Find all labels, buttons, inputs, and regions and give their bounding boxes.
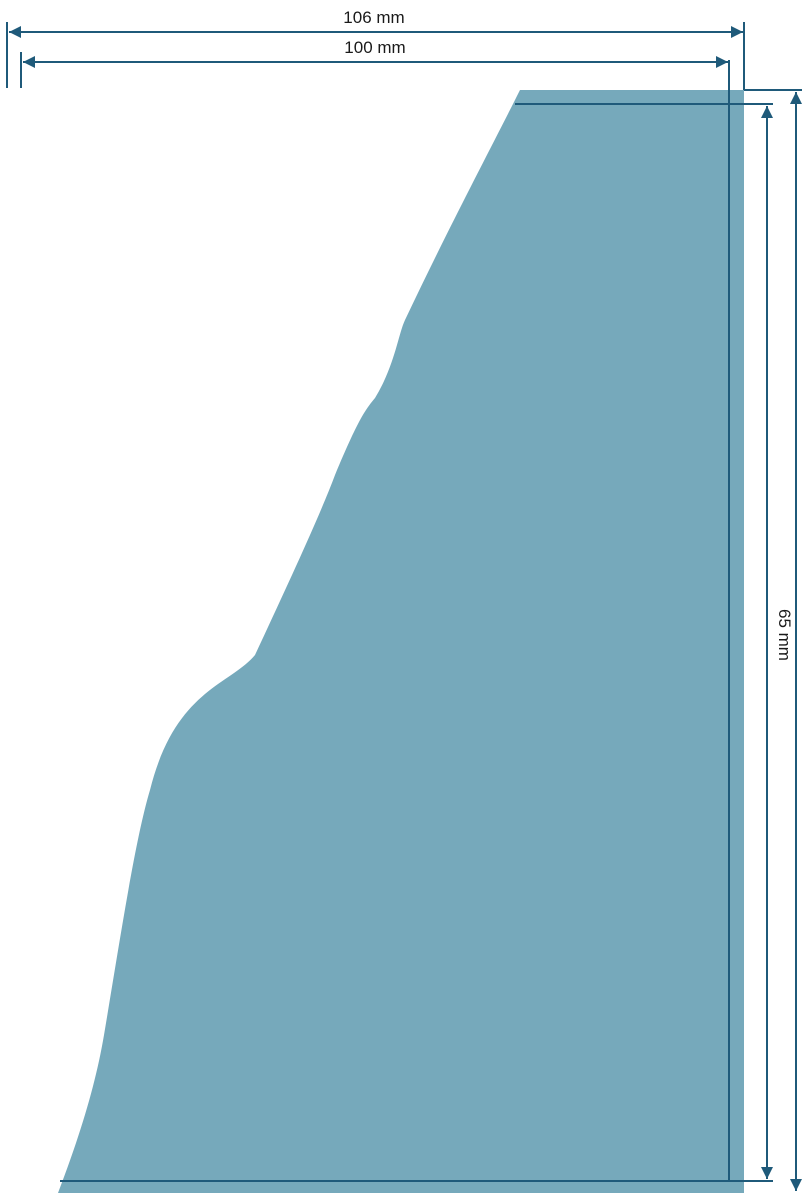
inner-width-label: 100 mm: [344, 38, 405, 57]
shape-fill: [58, 90, 744, 1193]
outer-width-label: 106 mm: [343, 8, 404, 27]
height-label: 65 mm: [775, 609, 794, 661]
